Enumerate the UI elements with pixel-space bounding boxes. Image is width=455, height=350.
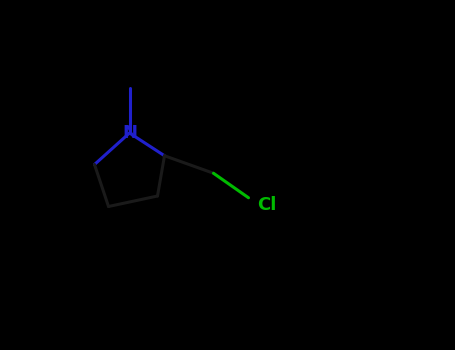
Text: Cl: Cl — [257, 196, 277, 214]
Text: N: N — [122, 124, 137, 142]
